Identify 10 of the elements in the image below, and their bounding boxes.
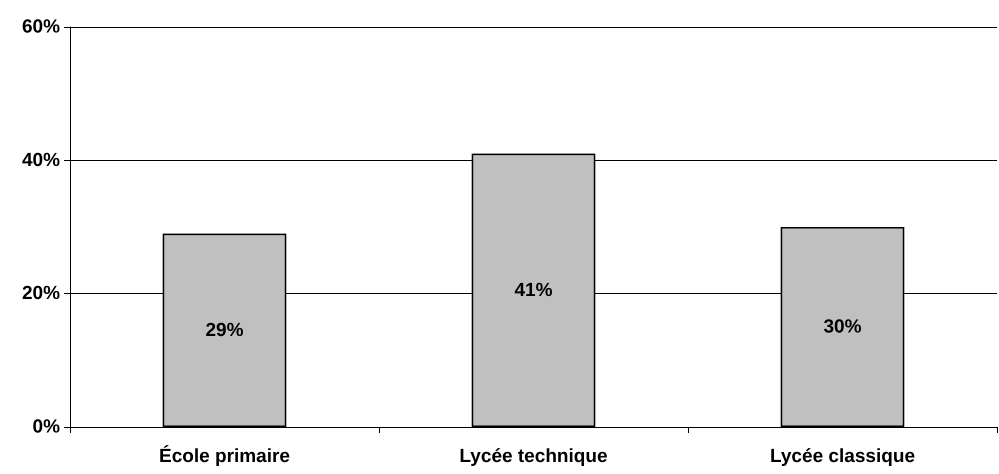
data-label: 41%: [514, 280, 553, 301]
data-label: 29%: [205, 320, 244, 341]
x-tick-label: École primaire: [159, 445, 290, 467]
x-tick-label: Lycée classique: [770, 446, 916, 467]
y-tick-label: 40%: [22, 150, 60, 171]
y-tick-label: 0%: [32, 416, 60, 438]
x-tick-label: Lycée technique: [459, 446, 608, 467]
y-tick-label: 60%: [22, 16, 60, 38]
data-label: 30%: [823, 316, 862, 338]
y-tick-label: 20%: [22, 283, 60, 304]
